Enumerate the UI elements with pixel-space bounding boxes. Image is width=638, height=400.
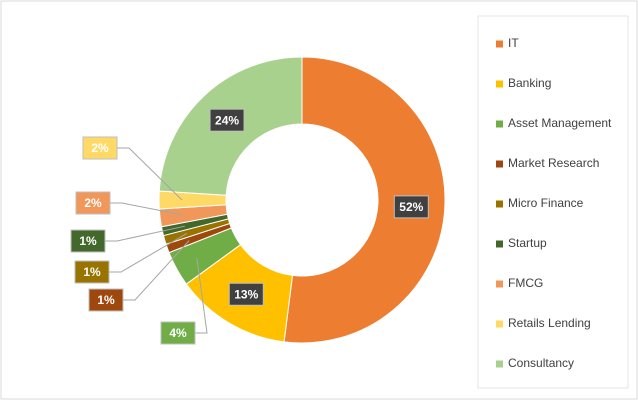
leader-line xyxy=(195,257,208,334)
data-label-box xyxy=(74,260,110,284)
legend-marker xyxy=(496,320,503,328)
legend-marker xyxy=(496,360,503,368)
legend-label: IT xyxy=(508,36,519,50)
legend-label: Banking xyxy=(508,76,551,90)
data-label-box xyxy=(160,321,196,345)
leader-line xyxy=(110,202,184,216)
leader-line xyxy=(117,147,183,201)
leader-line xyxy=(105,225,185,242)
data-label-box xyxy=(209,108,245,132)
legend-marker xyxy=(496,40,503,48)
legend-label: Retails Lending xyxy=(508,316,591,330)
data-label: 2% xyxy=(84,196,102,210)
leader-line xyxy=(123,240,190,301)
data-label-box xyxy=(228,282,264,306)
data-label: 1% xyxy=(79,234,97,248)
legend-marker xyxy=(496,240,503,248)
data-label: 2% xyxy=(91,141,109,155)
legend-label: Micro Finance xyxy=(508,196,584,210)
data-label: 4% xyxy=(169,326,187,340)
legend-label: FMCG xyxy=(508,276,543,290)
legend-label: Market Research xyxy=(508,156,599,170)
legend-marker xyxy=(496,280,503,288)
leader-line xyxy=(109,233,188,273)
donut-slice xyxy=(283,56,446,344)
legend-label: Startup xyxy=(508,236,547,250)
legend-label: Asset Management xyxy=(508,116,612,130)
data-label: 52% xyxy=(399,200,423,214)
data-label: 1% xyxy=(97,293,115,307)
legend-marker xyxy=(496,200,503,208)
legend-label: Consultancy xyxy=(508,356,574,370)
data-label-box xyxy=(88,288,124,312)
data-label-box xyxy=(75,191,111,215)
data-label-box xyxy=(70,229,106,253)
legend-marker xyxy=(496,120,503,128)
legend-marker xyxy=(496,80,503,88)
legend-marker xyxy=(496,160,503,168)
data-label: 1% xyxy=(83,265,101,279)
data-label: 24% xyxy=(215,113,239,127)
data-label-box xyxy=(393,195,429,219)
data-label: 13% xyxy=(234,287,258,301)
data-label-box xyxy=(82,136,118,160)
